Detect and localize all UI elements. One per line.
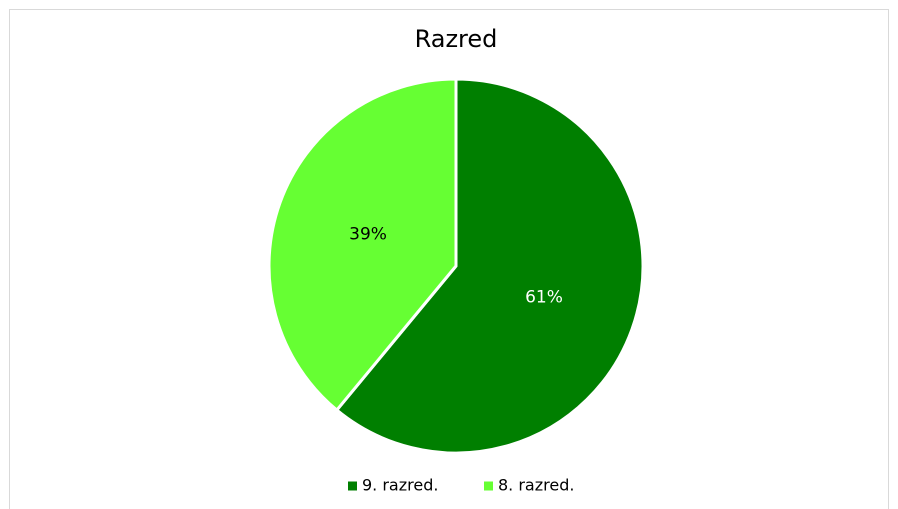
data-label: 39% xyxy=(349,224,387,244)
pie-slice xyxy=(335,77,645,455)
legend-swatch xyxy=(348,481,357,491)
legend-label: 8. razred. xyxy=(498,476,574,495)
legend-swatch xyxy=(484,481,493,491)
pie-slice xyxy=(267,77,458,412)
legend-label: 9. razred. xyxy=(362,476,438,495)
chart-title: Razred xyxy=(415,25,498,53)
data-label: 61% xyxy=(525,288,563,308)
chart-frame xyxy=(9,9,889,509)
